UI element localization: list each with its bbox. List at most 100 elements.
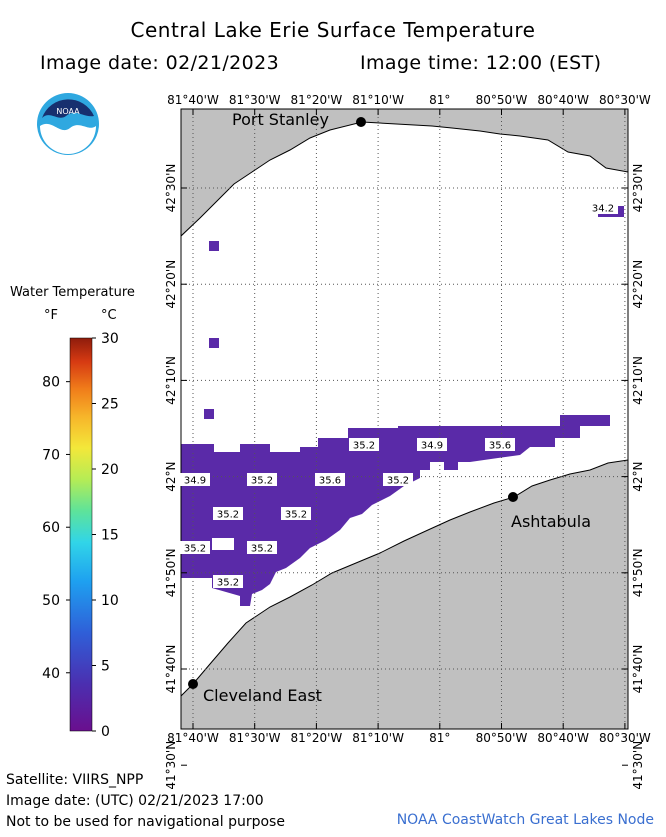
land-north-shore	[181, 109, 628, 237]
latitude-labels-right: 42°30'N 42°20'N 42°10'N 42°N 41°50'N 41°40'N 4…	[631, 164, 645, 790]
legend-f-ticks: 80 70 60 50 40	[42, 375, 60, 682]
map-frame	[180, 108, 629, 730]
temp-label: 35.2	[247, 541, 277, 555]
lat-label-right: 41°50'N	[631, 548, 645, 597]
noaa-logo-text: NOAA	[56, 107, 80, 116]
temp-label-text: 35.2	[285, 510, 307, 521]
city-label-ashtabula: Ashtabula	[511, 512, 591, 531]
temp-label-text: 34.9	[421, 441, 443, 452]
lat-label-right: 42°20'N	[631, 260, 645, 309]
map-title: Central Lake Erie Surface Temperature	[130, 18, 536, 42]
temp-label: 35.2	[247, 473, 277, 487]
temp-label: 35.2	[180, 541, 210, 555]
lon-label-top: 81°10'W	[352, 93, 404, 107]
disclaimer-text: Not to be used for navigational purpose	[6, 814, 285, 830]
temp-label: 35.6	[485, 438, 515, 452]
lon-label-top: 81°30'W	[229, 93, 281, 107]
city-label-port-stanley: Port Stanley	[232, 110, 329, 129]
city-label-cleveland-east: Cleveland East	[203, 686, 322, 705]
temp-label: 35.2	[213, 575, 243, 589]
lat-label-left: 42°10'N	[164, 356, 178, 405]
temp-label: 35.2	[349, 438, 379, 452]
temp-label-text: 35.2	[217, 578, 239, 589]
legend-c-ticks: 30 25 20 15 10 5 0	[101, 331, 119, 740]
credit-text: NOAA CoastWatch Great Lakes Node	[396, 812, 654, 828]
cleveland-east-marker	[188, 679, 198, 689]
lat-label-right: 42°10'N	[631, 356, 645, 405]
temp-label: 34.9	[417, 438, 447, 452]
lat-label-left: 42°N	[164, 461, 178, 491]
latitude-labels-left: 42°30'N 42°20'N 42°10'N 42°N 41°50'N 41°40'N 4…	[164, 164, 178, 790]
temp-label-text: 34.9	[184, 476, 206, 487]
temp-label-text: 35.2	[217, 510, 239, 521]
temp-label: 35.2	[383, 473, 413, 487]
ashtabula-marker	[508, 492, 518, 502]
lon-label-bottom: 81°30'W	[229, 731, 281, 745]
legend-unit-f: °F	[44, 308, 58, 323]
legend-f-tick: 70	[42, 447, 60, 463]
temp-label-text: 35.6	[489, 441, 511, 452]
image-date: Image date: 02/21/2023	[40, 52, 280, 74]
longitude-labels-top: 81°40'W 81°30'W 81°20'W 81°10'W 81° 80°50'W 80…	[167, 93, 651, 107]
longitude-labels-bottom: 81°40'W 81°30'W 81°20'W 81°10'W 81° 80°50'W 80…	[167, 731, 651, 745]
lon-label-top: 81°40'W	[167, 93, 219, 107]
lon-label-bottom: 80°50'W	[476, 731, 528, 745]
legend-f-tick: 40	[42, 666, 60, 682]
temp-label-text: 35.2	[251, 476, 273, 487]
lat-label-left: 42°20'N	[164, 260, 178, 309]
lat-label-left: 41°40'N	[164, 645, 178, 694]
legend-f-tick: 50	[42, 593, 60, 609]
temp-label-text: 35.2	[251, 544, 273, 555]
port-stanley-marker	[356, 117, 366, 127]
legend-c-tick: 5	[101, 659, 110, 675]
image-time: Image time: 12:00 (EST)	[360, 52, 602, 74]
utc-date-text: Image date: (UTC) 02/21/2023 17:00	[6, 793, 264, 809]
legend-colorbar	[69, 337, 93, 732]
legend-c-tick: 30	[101, 331, 119, 347]
lon-label-bottom: 80°30'W	[599, 731, 651, 745]
lon-label-top: 81°20'W	[291, 93, 343, 107]
temp-label-text: 35.6	[319, 476, 341, 487]
lon-label-bottom: 81°40'W	[167, 731, 219, 745]
lat-label-left: 42°30'N	[164, 164, 178, 213]
lat-label-right: 42°30'N	[631, 164, 645, 213]
map-grid	[181, 109, 628, 729]
legend-c-tick: 0	[101, 724, 110, 740]
temp-label-text: 35.2	[387, 476, 409, 487]
temp-label: 35.6	[315, 473, 345, 487]
legend-c-tick: 25	[101, 397, 119, 413]
lon-label-top: 81°	[429, 93, 450, 107]
lon-label-top: 80°30'W	[599, 93, 651, 107]
lon-label-bottom: 80°40'W	[537, 731, 589, 745]
legend-f-tick: 80	[42, 375, 60, 391]
lat-label-right: 41°30'N	[631, 741, 645, 790]
lon-label-top: 80°40'W	[537, 93, 589, 107]
temperature-labels: 34.2 35.2 34.9 35.6 34.9 35.2 35.6 35.2 35.2 35.2…	[180, 201, 618, 589]
legend-f-tick: 60	[42, 520, 60, 536]
temperature-cells	[181, 206, 624, 606]
land-south-shore	[181, 459, 628, 729]
noaa-logo-icon: NOAA	[37, 93, 99, 155]
temp-label: 35.2	[281, 507, 311, 521]
lat-label-right: 42°N	[631, 461, 645, 491]
lon-label-top: 80°50'W	[476, 93, 528, 107]
lat-label-right: 41°40'N	[631, 645, 645, 694]
temp-label-text: 34.2	[592, 204, 614, 215]
legend-c-tick: 15	[101, 528, 119, 544]
city-markers: Port Stanley Ashtabula Cleveland East	[188, 110, 591, 705]
temp-label: 34.2	[588, 201, 618, 215]
temp-label-text: 35.2	[353, 441, 375, 452]
legend-c-tick: 20	[101, 462, 119, 478]
legend-unit-c: °C	[101, 308, 117, 323]
lat-label-left: 41°50'N	[164, 548, 178, 597]
satellite-text: Satellite: VIIRS_NPP	[6, 772, 144, 788]
temp-label: 35.2	[213, 507, 243, 521]
temp-label-text: 35.2	[184, 544, 206, 555]
legend-title: Water Temperature	[10, 285, 135, 300]
lat-label-left: 41°30'N	[164, 741, 178, 790]
lon-label-bottom: 81°10'W	[352, 731, 404, 745]
lon-label-bottom: 81°20'W	[291, 731, 343, 745]
temp-label: 34.9	[180, 473, 210, 487]
lon-label-bottom: 81°	[429, 731, 450, 745]
